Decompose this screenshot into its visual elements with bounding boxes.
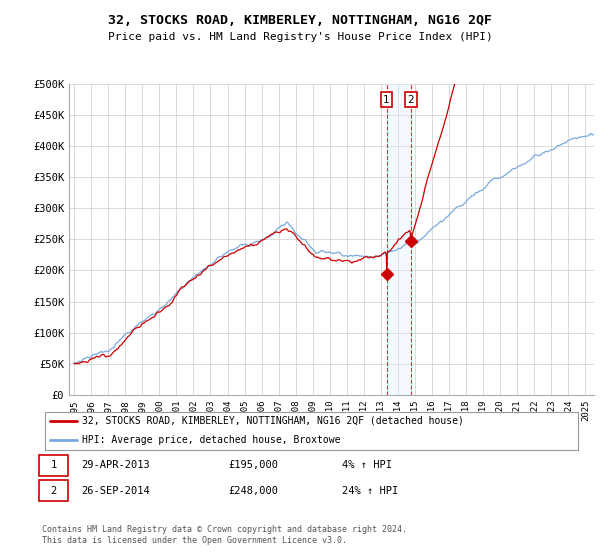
Text: 1: 1	[383, 95, 390, 105]
Text: £248,000: £248,000	[228, 486, 278, 496]
Text: 2: 2	[407, 95, 414, 105]
Text: 24% ↑ HPI: 24% ↑ HPI	[342, 486, 398, 496]
Text: HPI: Average price, detached house, Broxtowe: HPI: Average price, detached house, Brox…	[83, 435, 341, 445]
Text: Contains HM Land Registry data © Crown copyright and database right 2024.
This d: Contains HM Land Registry data © Crown c…	[42, 525, 407, 545]
Text: 4% ↑ HPI: 4% ↑ HPI	[342, 460, 392, 470]
Text: 32, STOCKS ROAD, KIMBERLEY, NOTTINGHAM, NG16 2QF: 32, STOCKS ROAD, KIMBERLEY, NOTTINGHAM, …	[108, 14, 492, 27]
Text: 26-SEP-2014: 26-SEP-2014	[81, 486, 150, 496]
Bar	[386, 84, 411, 395]
FancyBboxPatch shape	[45, 412, 578, 450]
Text: Price paid vs. HM Land Registry's House Price Index (HPI): Price paid vs. HM Land Registry's House …	[107, 32, 493, 43]
Text: £195,000: £195,000	[228, 460, 278, 470]
Text: 1: 1	[50, 460, 56, 470]
Text: 32, STOCKS ROAD, KIMBERLEY, NOTTINGHAM, NG16 2QF (detached house): 32, STOCKS ROAD, KIMBERLEY, NOTTINGHAM, …	[83, 416, 464, 426]
Text: 2: 2	[50, 486, 56, 496]
Text: 29-APR-2013: 29-APR-2013	[81, 460, 150, 470]
